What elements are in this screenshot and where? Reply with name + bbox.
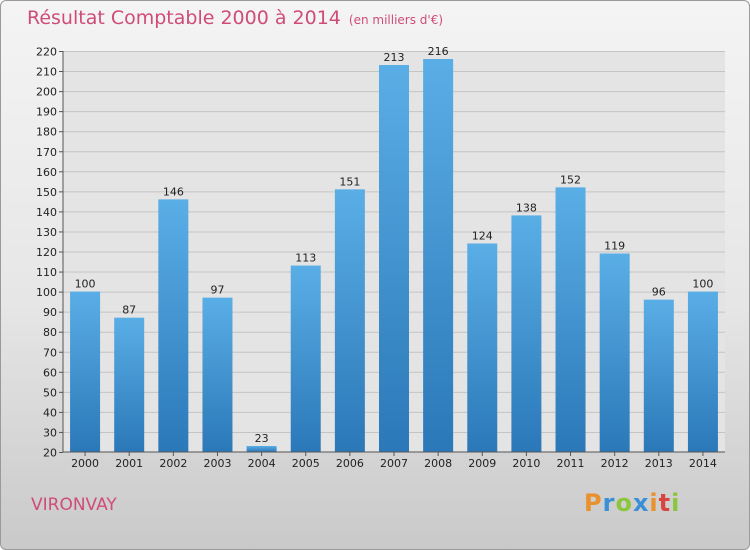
bar	[599, 253, 630, 452]
logo-letter: P	[584, 489, 603, 517]
bar	[687, 291, 718, 452]
bar	[423, 59, 454, 453]
y-tick-label: 200	[36, 86, 57, 99]
x-tick-label: 2002	[159, 457, 187, 470]
logo-letter: r	[602, 489, 616, 517]
bar	[555, 187, 586, 452]
bar-value-label: 23	[255, 432, 269, 445]
x-tick-label: 2006	[336, 457, 364, 470]
y-tick-label: 220	[36, 46, 57, 59]
x-tick-label: 2001	[115, 457, 143, 470]
bar-value-label: 96	[652, 286, 666, 299]
y-tick-label: 210	[36, 66, 57, 79]
bar-value-label: 97	[210, 284, 224, 297]
y-tick-label: 110	[36, 266, 57, 279]
y-tick-label: 40	[43, 406, 57, 419]
x-tick-label: 2000	[71, 457, 99, 470]
x-tick-label: 2013	[645, 457, 673, 470]
x-tick-label: 2005	[292, 457, 320, 470]
bar-value-label: 213	[384, 51, 405, 64]
y-tick-label: 130	[36, 226, 57, 239]
y-tick-label: 30	[43, 426, 57, 439]
bar	[202, 297, 233, 452]
x-tick-label: 2014	[689, 457, 717, 470]
bar	[334, 189, 365, 452]
bar	[70, 291, 101, 452]
bar-value-label: 152	[560, 173, 581, 186]
chart-title: Résultat Comptable 2000 à 2014 (en millie…	[27, 7, 443, 29]
bar	[511, 215, 542, 452]
y-tick-label: 100	[36, 286, 57, 299]
bar	[114, 317, 145, 452]
y-tick-label: 90	[43, 306, 57, 319]
y-tick-label: 150	[36, 186, 57, 199]
logo-letter: i	[671, 489, 681, 517]
bar-value-label: 138	[516, 201, 537, 214]
y-tick-label: 80	[43, 326, 57, 339]
bar-value-label: 100	[75, 278, 96, 291]
y-tick-label: 160	[36, 166, 57, 179]
y-tick-label: 70	[43, 346, 57, 359]
bar-value-label: 124	[472, 229, 493, 242]
bar-value-label: 151	[339, 175, 360, 188]
logo-letter: o	[615, 489, 633, 517]
city-name: VIRONVAY	[31, 495, 117, 515]
y-tick-label: 190	[36, 106, 57, 119]
y-tick-label: 60	[43, 366, 57, 379]
y-tick-label: 180	[36, 126, 57, 139]
x-tick-label: 2004	[248, 457, 276, 470]
y-tick-label: 50	[43, 386, 57, 399]
bar	[467, 243, 498, 452]
y-tick-label: 120	[36, 246, 57, 259]
logo-letter: x	[632, 489, 650, 517]
x-tick-label: 2009	[468, 457, 496, 470]
bar	[643, 299, 674, 452]
bar	[379, 65, 409, 452]
chart-subtitle: (en milliers d'€)	[348, 13, 444, 27]
bar-value-label: 100	[692, 278, 713, 291]
bar	[158, 199, 189, 452]
bar	[246, 445, 277, 452]
x-tick-label: 2011	[557, 457, 585, 470]
bar-value-label: 146	[163, 185, 184, 198]
x-tick-label: 2007	[380, 457, 408, 470]
bar-value-label: 113	[295, 252, 316, 265]
x-tick-label: 2010	[512, 457, 540, 470]
chart-title-main: Résultat Comptable 2000 à 2014	[27, 7, 341, 29]
proxiti-logo: Proxiti	[584, 489, 680, 517]
logo-letter: t	[658, 489, 672, 517]
bar	[290, 265, 321, 452]
y-tick-label: 170	[36, 146, 57, 159]
logo-letter: i	[649, 489, 659, 517]
bar-value-label: 119	[604, 240, 625, 253]
y-tick-label: 20	[43, 447, 57, 460]
x-tick-label: 2008	[424, 457, 452, 470]
y-tick-label: 140	[36, 206, 57, 219]
x-tick-label: 2012	[601, 457, 629, 470]
bar-value-label: 216	[428, 45, 449, 58]
x-tick-label: 2003	[203, 457, 231, 470]
bar-value-label: 87	[122, 304, 136, 317]
